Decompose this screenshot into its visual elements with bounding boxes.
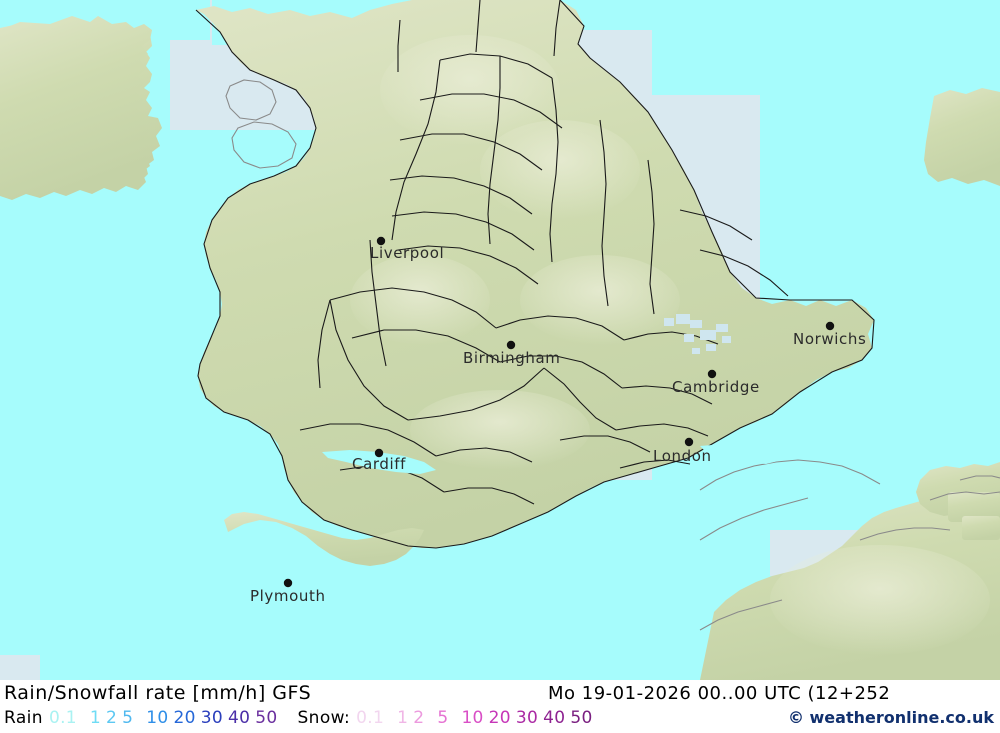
- landmass-south-west-peninsula: [224, 512, 424, 566]
- city-label: Cambridge: [672, 378, 760, 396]
- product-title: Rain/Snowfall rate [mm/h] GFS: [4, 682, 312, 704]
- legend-rain-label: Rain: [4, 708, 43, 728]
- legend-snow-label: Snow:: [297, 708, 351, 728]
- city-label: Cardiff: [352, 455, 406, 473]
- landmass-northern-ireland: [0, 16, 152, 200]
- snow-scale-step-0.1: 0.1: [356, 708, 385, 728]
- city-marker-dot: [707, 369, 717, 379]
- snow-scale-step-20: 20: [488, 708, 511, 728]
- map-canvas[interactable]: Liverpool Birmingham Norwichs Cambridge Lond…: [0, 0, 1000, 680]
- admin-borders: [195, 0, 875, 549]
- rain-scale-step-30: 30: [200, 708, 223, 728]
- landmass-continent-islands: [948, 492, 1000, 540]
- city-label: London: [653, 447, 712, 465]
- legend-snow-scale: 0.1 1 2 5 10 20 30 40 50: [356, 708, 592, 728]
- rain-scale-step-2: 2: [106, 708, 118, 728]
- city-marker-dot: [376, 236, 386, 246]
- rain-scale-step-40: 40: [227, 708, 251, 728]
- city-marker-dot: [374, 448, 384, 458]
- city-marker-dot: [283, 578, 293, 588]
- snow-scale-step-40: 40: [543, 708, 566, 728]
- estuaries: [322, 444, 782, 474]
- snow-scale-step-30: 30: [515, 708, 539, 728]
- city-layer: Liverpool Birmingham Norwichs Cambridge Lond…: [250, 236, 866, 605]
- rain-scale-step-1: 1: [89, 708, 102, 728]
- rain-scale-step-5: 5: [122, 708, 134, 728]
- map-svg: Liverpool Birmingham Norwichs Cambridge Lond…: [0, 0, 1000, 680]
- coastlines-far: [225, 79, 1000, 631]
- legend-rain-scale: 0.1 1 2 5 10 20 30 40 50: [49, 708, 277, 728]
- rain-scale-step-20: 20: [173, 708, 196, 728]
- inland-water: [664, 314, 731, 354]
- snow-scale-step-1: 1: [397, 708, 409, 728]
- landmass-great-britain: [196, 0, 874, 548]
- rain-scale-step-0.1: 0.1: [48, 708, 77, 728]
- snow-scale-step-5: 5: [437, 708, 449, 728]
- map-footer: Rain/Snowfall rate [mm/h] GFS Mo 19-01-2…: [0, 680, 1000, 733]
- city-label: Liverpool: [370, 244, 444, 262]
- snow-scale-step-50: 50: [570, 708, 593, 728]
- legend-scale-row: Rain 0.1 1 2 5 10 20 30 40 50 Snow: 0.1 1 2 5 10 20 30…: [4, 706, 593, 730]
- copyright-credit: © weatheronline.co.uk: [787, 708, 994, 727]
- snow-scale-step-2: 2: [413, 708, 425, 728]
- city-marker-dot: [825, 321, 835, 331]
- city-label: Birmingham: [463, 349, 560, 367]
- forecast-datetime: Mo 19-01-2026 00..00 UTC (12+252: [548, 683, 891, 704]
- city-marker-dot: [506, 340, 516, 350]
- city-label: Norwichs: [793, 330, 866, 348]
- rain-scale-step-50: 50: [255, 708, 278, 728]
- landmass-continent-south-east: [700, 492, 1000, 680]
- city-marker-dot: [684, 437, 694, 447]
- city-label: Plymouth: [250, 587, 326, 605]
- snow-scale-step-10: 10: [461, 708, 484, 728]
- rain-scale-step-10: 10: [146, 708, 169, 728]
